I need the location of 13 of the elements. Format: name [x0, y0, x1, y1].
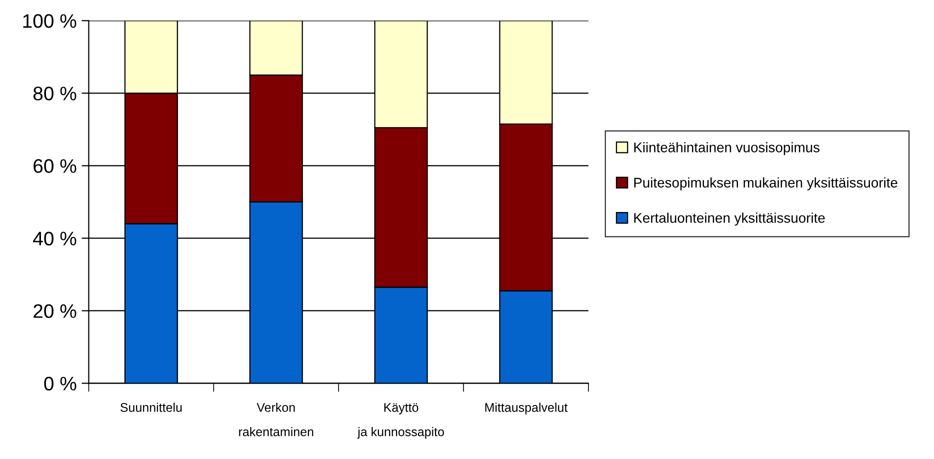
y-tick-label: 80 % — [33, 86, 76, 100]
y-tick-label: 100 % — [23, 14, 76, 28]
category-label: Verkon rakentaminen — [239, 402, 314, 436]
legend-label: Kertaluonteinen yksittäissuorite — [634, 212, 825, 226]
y-tick-label: 40 % — [33, 232, 76, 246]
x-tick-label: Käyttö ja kunnossapito — [357, 403, 444, 439]
x-tick-label: Suunnittelu — [120, 402, 182, 412]
y-tick-label: 20 % — [34, 304, 76, 318]
y-tick-label: 60 % — [34, 159, 76, 173]
legend-label: Puitesopimuksen mukainen yksittäissuorite — [634, 177, 898, 190]
y-tick-label: 0 % — [44, 376, 76, 390]
x-tick-label: Mittauspalvelut — [485, 402, 568, 414]
legend-label: Kiinteähintainen vuosisopimus — [634, 142, 820, 156]
